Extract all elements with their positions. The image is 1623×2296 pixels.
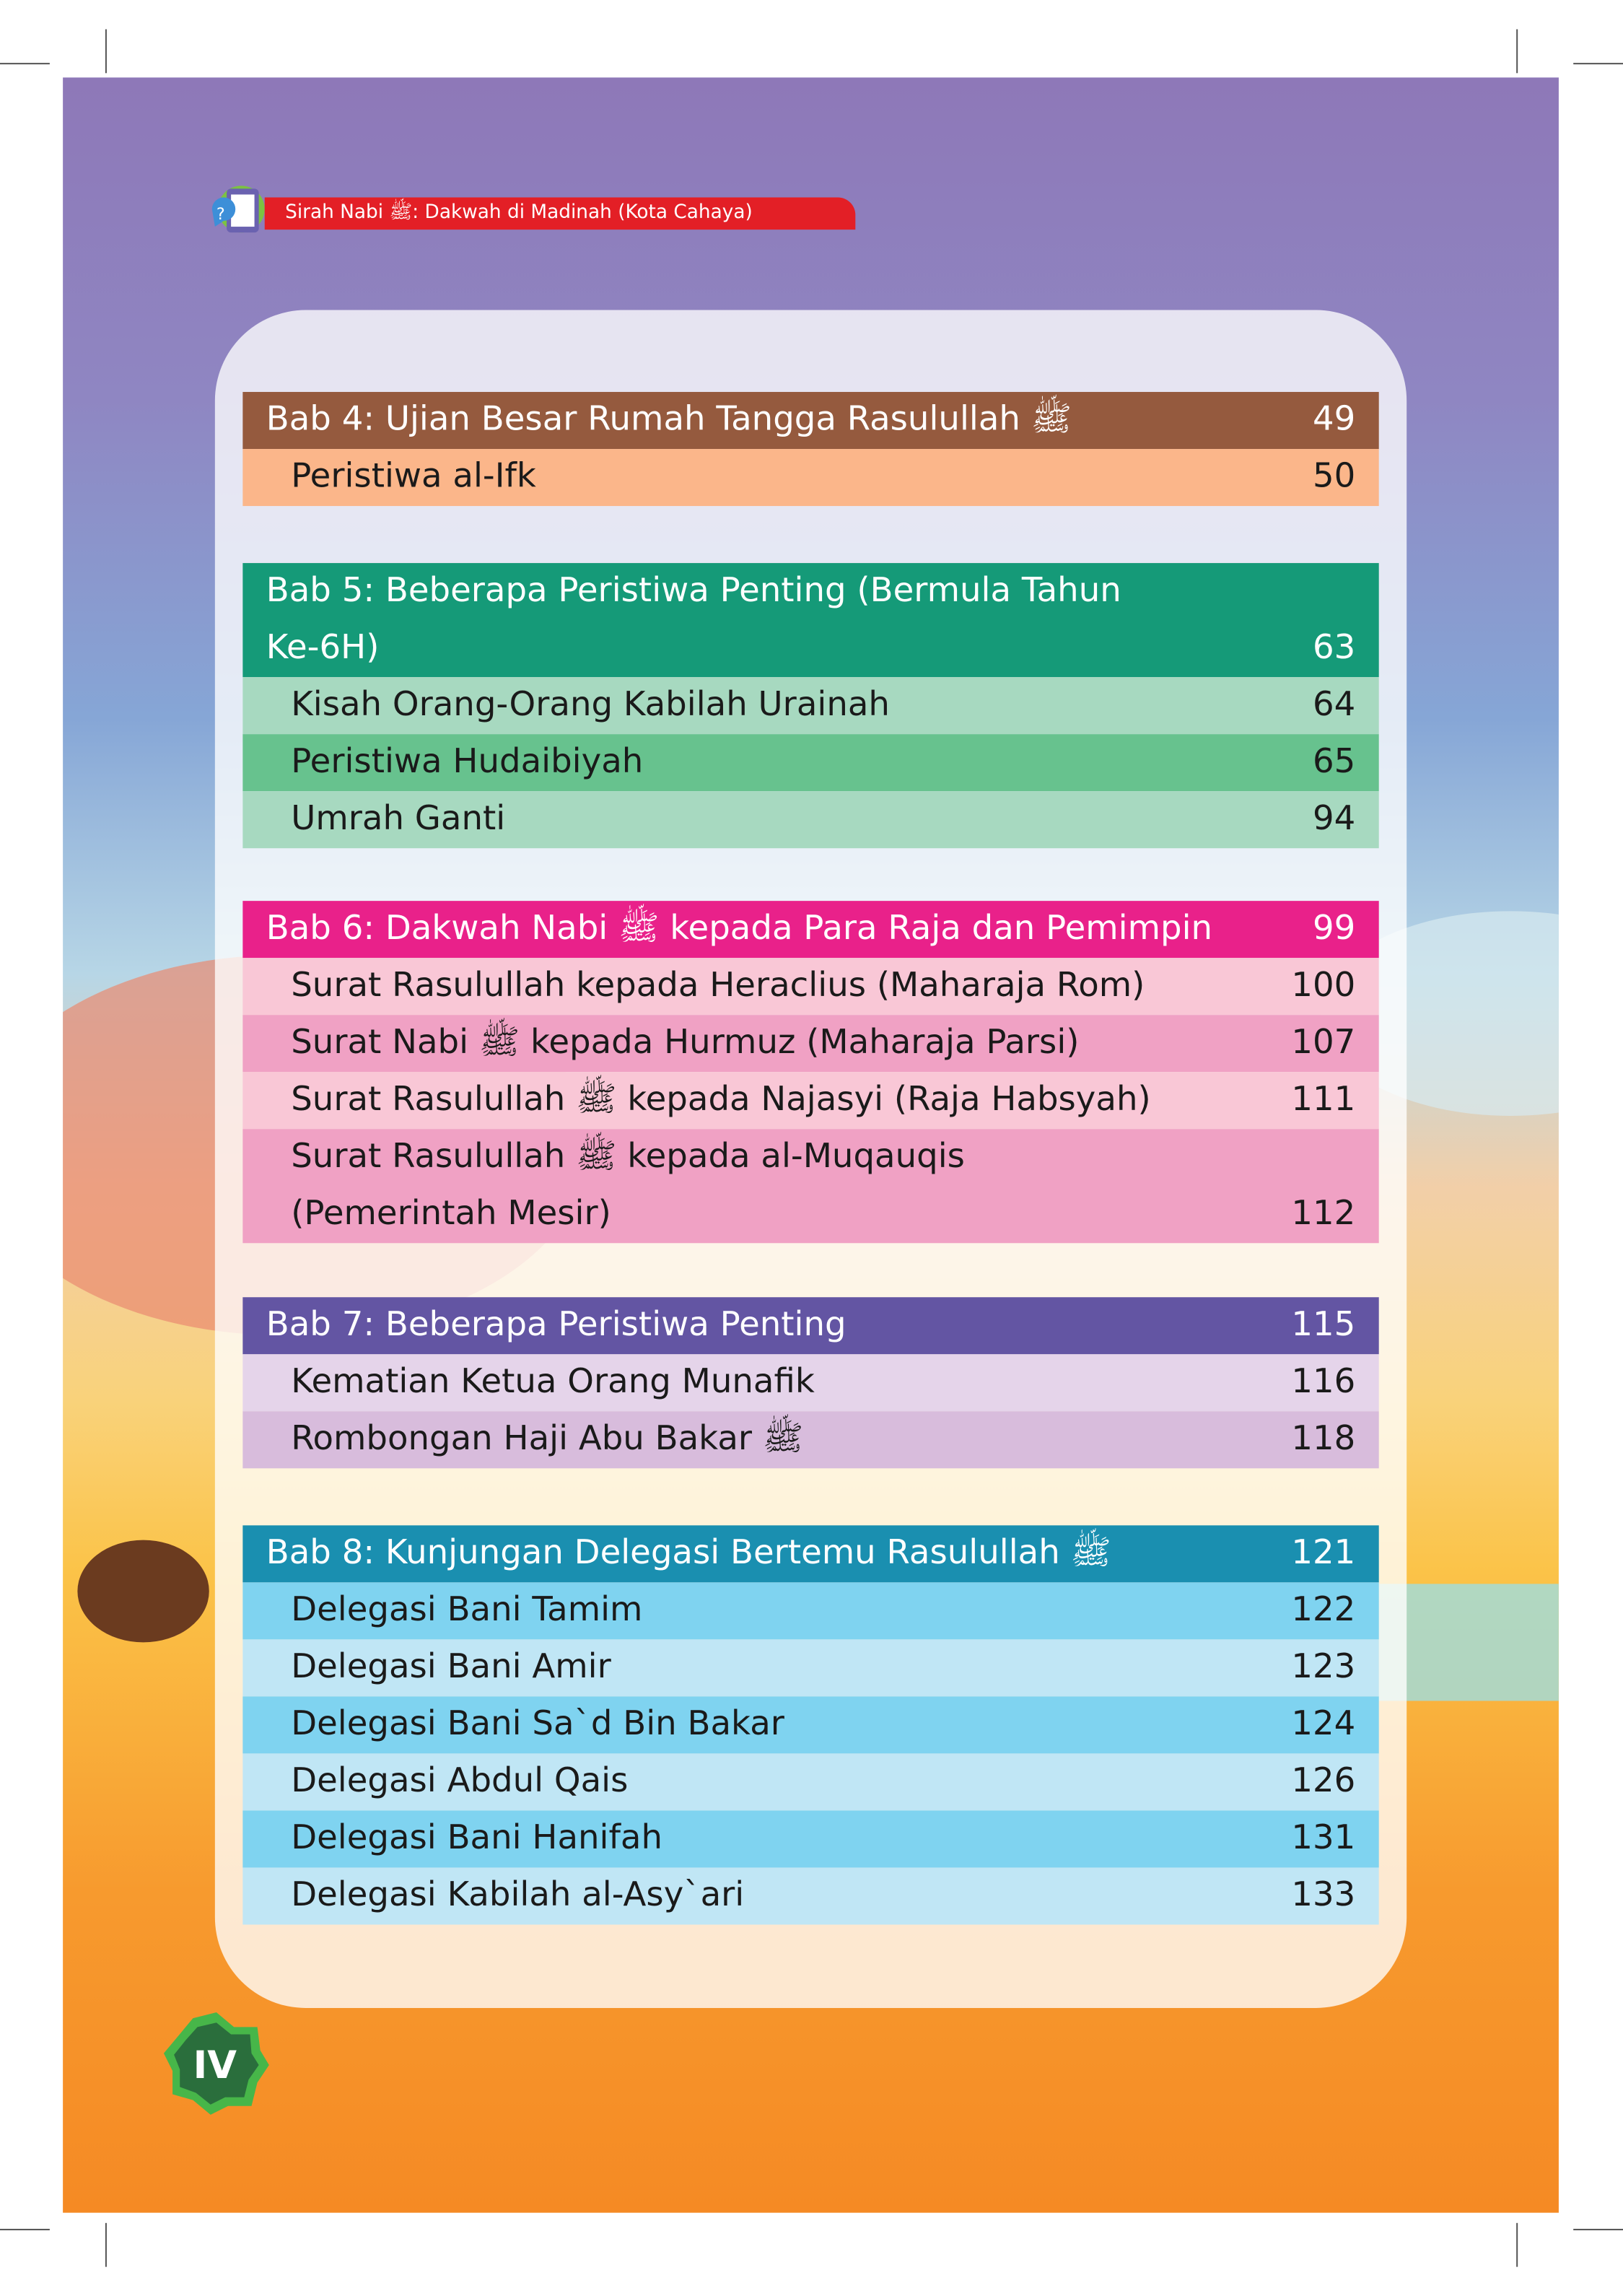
chapter-heading-row: Bab 5: Beberapa Peristiwa Penting (Bermu… <box>242 563 1379 678</box>
crop-mark <box>1516 29 1518 74</box>
page-number-ref: 49 <box>1312 401 1356 439</box>
page-number-ref: 131 <box>1291 1819 1356 1858</box>
page-number-ref: 123 <box>1291 1648 1356 1687</box>
toc-entry-row: Kematian Ketua Orang Munafik 116 <box>242 1354 1379 1412</box>
entry-title: Surat Rasulullah kepada Heraclius (Mahar… <box>291 966 1145 1005</box>
entry-title: Delegasi Kabilah al-Asy`ari <box>291 1876 745 1915</box>
entry-title: Delegasi Bani Sa`d Bin Bakar <box>291 1705 784 1744</box>
page-number-ref: 124 <box>1291 1705 1356 1744</box>
entry-title: Kematian Ketua Orang Munafik <box>291 1363 815 1402</box>
clipboard-icon: ? <box>211 185 265 233</box>
entry-title: Surat Nabi ﷺ kepada Hurmuz (Maharaja Par… <box>291 1023 1080 1062</box>
toc-entry-row: Rombongan Haji Abu Bakar ﷺ 118 <box>242 1411 1379 1469</box>
background-water <box>1378 1584 1559 1701</box>
chapter-title: Bab 5: Beberapa Peristiwa Penting (Bermu… <box>266 572 1121 667</box>
chapter-title: Bab 6: Dakwah Nabi ﷺ kepada Para Raja da… <box>266 909 1213 948</box>
page-number-ref: 111 <box>1291 1081 1356 1119</box>
toc-entry-row: Delegasi Kabilah al-Asy`ari 133 <box>242 1867 1379 1925</box>
page-number-ref: 112 <box>1291 1195 1356 1234</box>
entry-title: Surat Rasulullah ﷺ kepada Najasyi (Raja … <box>291 1081 1151 1119</box>
crop-mark <box>105 29 107 74</box>
crop-mark <box>0 2228 50 2230</box>
toc-entry-row: Umrah Ganti 94 <box>242 791 1379 849</box>
toc-entry-row: Surat Rasulullah ﷺ kepada Najasyi (Raja … <box>242 1072 1379 1130</box>
toc-entry-row: Surat Rasulullah ﷺ kepada al-Muqauqis (P… <box>242 1129 1379 1244</box>
chapter-heading-row: Bab 8: Kunjungan Delegasi Bertemu Rasulu… <box>242 1525 1379 1583</box>
page-number-ref: 118 <box>1291 1420 1356 1459</box>
chapter-heading-row: Bab 6: Dakwah Nabi ﷺ kepada Para Raja da… <box>242 901 1379 959</box>
page-number-ref: 94 <box>1312 800 1356 839</box>
page-number-ref: 126 <box>1291 1762 1356 1801</box>
page-number-ref: 122 <box>1291 1591 1356 1630</box>
chapter-heading-row: Bab 4: Ujian Besar Rumah Tangga Rasulull… <box>242 392 1379 450</box>
page-number-ref: 99 <box>1312 909 1356 948</box>
svg-text:?: ? <box>216 205 225 224</box>
crop-mark <box>0 63 50 65</box>
page-number-ref: 63 <box>1312 629 1356 667</box>
toc-entry-row: Delegasi Bani Sa`d Bin Bakar 124 <box>242 1696 1379 1754</box>
crop-mark <box>105 2222 107 2267</box>
background-rock <box>77 1540 209 1643</box>
toc-entry-row: Peristiwa al-Ifk 50 <box>242 449 1379 507</box>
entry-title: Delegasi Bani Hanifah <box>291 1819 662 1858</box>
entry-title: Umrah Ganti <box>291 800 506 839</box>
header-title: Sirah Nabi ﷺ: Dakwah di Madinah (Kota Ca… <box>264 197 856 230</box>
toc-entry-row: Surat Rasulullah kepada Heraclius (Mahar… <box>242 958 1379 1016</box>
entry-title: Delegasi Bani Tamim <box>291 1591 643 1630</box>
toc-entry-row: Kisah Orang-Orang Kabilah Urainah 64 <box>242 677 1379 735</box>
page-number-ref: 121 <box>1291 1534 1356 1573</box>
chapter-title: Bab 7: Beberapa Peristiwa Penting <box>266 1306 847 1345</box>
page-number-ref: 133 <box>1291 1876 1356 1915</box>
toc-entry-row: Delegasi Bani Hanifah 131 <box>242 1810 1379 1868</box>
page-number-ref: 50 <box>1312 458 1356 496</box>
toc-entry-row: Delegasi Abdul Qais 126 <box>242 1753 1379 1811</box>
crop-mark <box>1573 63 1623 65</box>
page-number-ref: 115 <box>1291 1306 1356 1345</box>
page-number-ref: 100 <box>1291 966 1356 1005</box>
chapter-heading-row: Bab 7: Beberapa Peristiwa Penting 115 <box>242 1297 1379 1355</box>
page-number: IV <box>193 2043 237 2087</box>
crop-mark <box>1516 2222 1518 2267</box>
page-number-ref: 65 <box>1312 743 1356 781</box>
chapter-title: Bab 8: Kunjungan Delegasi Bertemu Rasulu… <box>266 1534 1111 1573</box>
entry-title: Rombongan Haji Abu Bakar ﷺ <box>291 1420 804 1459</box>
page-number-ref: 116 <box>1291 1363 1356 1402</box>
entry-title: Peristiwa Hudaibiyah <box>291 743 644 781</box>
toc-entry-row: Surat Nabi ﷺ kepada Hurmuz (Maharaja Par… <box>242 1015 1379 1073</box>
entry-title: Peristiwa al-Ifk <box>291 458 536 496</box>
toc-entry-row: Peristiwa Hudaibiyah 65 <box>242 734 1379 792</box>
entry-title: Surat Rasulullah ﷺ kepada al-Muqauqis (P… <box>291 1138 965 1234</box>
toc-entry-row: Delegasi Bani Amir 123 <box>242 1639 1379 1697</box>
entry-title: Delegasi Abdul Qais <box>291 1762 629 1801</box>
page-number-badge: IV <box>163 2012 269 2115</box>
crop-mark <box>1573 2228 1623 2230</box>
toc-entry-row: Delegasi Bani Tamim 122 <box>242 1582 1379 1640</box>
chapter-title: Bab 4: Ujian Besar Rumah Tangga Rasulull… <box>266 401 1072 439</box>
entry-title: Kisah Orang-Orang Kabilah Urainah <box>291 686 890 724</box>
page-number-ref: 64 <box>1312 686 1356 724</box>
entry-title: Delegasi Bani Amir <box>291 1648 611 1687</box>
page-number-ref: 107 <box>1291 1023 1356 1062</box>
